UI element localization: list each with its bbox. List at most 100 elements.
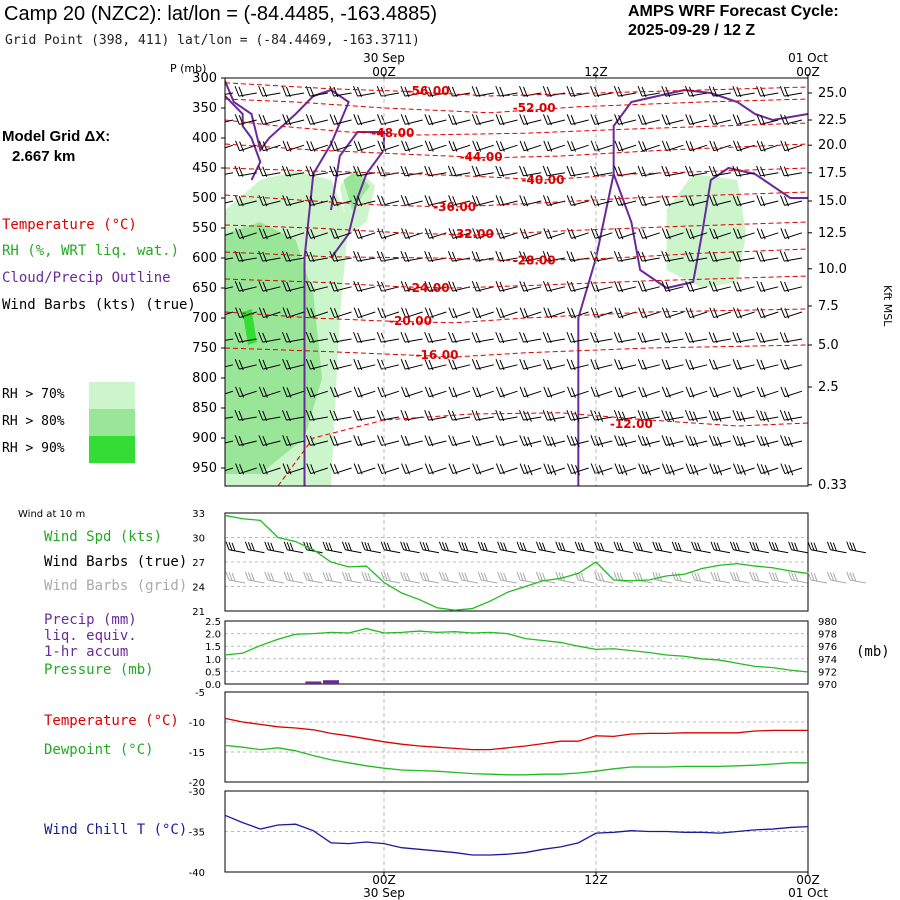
wind-barb-grid — [283, 571, 304, 584]
wind-barb-grid — [322, 571, 343, 584]
wind-barb — [519, 386, 542, 398]
wind-barb — [780, 228, 803, 240]
pressure-tick-label: 500 — [192, 191, 217, 206]
wind-barb — [661, 463, 684, 476]
precip-label: Precip (mm) — [44, 612, 137, 628]
wind-barb — [519, 358, 542, 371]
wind-barb — [685, 307, 708, 319]
temperature-contour — [225, 344, 808, 358]
wind-barb — [225, 440, 234, 444]
wind-barb-grid — [594, 571, 614, 584]
wind-barb — [472, 228, 494, 240]
wind-barb — [637, 165, 660, 177]
wind-barb — [708, 114, 731, 126]
wind-barb — [329, 409, 352, 422]
wind-barb — [471, 114, 494, 126]
wind-barb — [472, 140, 494, 152]
wind-barb-grid — [807, 571, 828, 584]
wind-barb — [708, 165, 731, 177]
top-tick-00z: 00Z — [372, 65, 396, 79]
wind-barb — [780, 358, 803, 371]
wind-barb — [614, 195, 637, 207]
pressure-tick-label: 972 — [818, 667, 837, 678]
wind-barb — [448, 435, 471, 447]
wind-barb — [637, 114, 660, 126]
wind-barb — [225, 172, 234, 175]
wind-barb — [472, 463, 494, 475]
contour-label: -12.00 — [610, 417, 653, 431]
wind-barb — [305, 409, 328, 422]
wind-barb — [376, 250, 400, 263]
precip-tick-label: 1.5 — [205, 642, 221, 653]
wind-barb — [709, 463, 732, 476]
wind-barb — [614, 228, 637, 240]
wind-barb — [424, 331, 447, 344]
wind-barb — [306, 307, 328, 319]
wind-barb — [519, 307, 542, 319]
legend-wind: Wind Barbs (kts) (true) — [2, 297, 196, 313]
wind-barb-grid — [244, 571, 265, 584]
wind-barb-grid — [303, 571, 323, 584]
wind-barb — [424, 358, 447, 371]
top-date-30sep: 30 Sep — [363, 51, 405, 65]
wind-barb — [566, 85, 589, 98]
wind-barb — [780, 195, 803, 207]
wind-barb — [471, 331, 494, 344]
wind-barb — [424, 435, 447, 447]
pressure-tick-label: 550 — [192, 221, 217, 236]
wind-barb — [282, 114, 305, 126]
height-tick-label: 5.0 — [818, 338, 839, 353]
temperature-contour — [225, 275, 808, 289]
top-tick-00z-b: 00Z — [796, 65, 820, 79]
contour-label: -16.00 — [416, 348, 459, 362]
wind-barb — [733, 140, 755, 152]
pressure-tick-label: 600 — [192, 251, 217, 266]
wind-barb — [281, 409, 305, 422]
rh-scale-row: RH > 70% — [0, 382, 140, 409]
wind-barb — [306, 463, 328, 475]
wind-barb — [542, 195, 566, 207]
wind-barb — [638, 140, 660, 152]
temperature-contour — [225, 143, 808, 159]
wind-barb — [637, 250, 660, 263]
wind-barb — [353, 280, 376, 293]
wind-barb — [519, 140, 542, 152]
cross-section-frame — [224, 77, 809, 487]
wind-barb — [225, 257, 234, 260]
wind-barb — [471, 358, 494, 371]
wind-barb — [779, 409, 803, 422]
wind-barb — [282, 463, 305, 475]
wind-barb — [258, 386, 281, 398]
wind-barb — [684, 331, 708, 344]
pressure-tick-label: 900 — [192, 431, 217, 446]
wind-barb — [377, 358, 400, 371]
wind-barb — [708, 358, 731, 371]
wind-barb — [780, 280, 803, 293]
wind-barb — [519, 331, 542, 344]
wind-barb — [329, 386, 352, 398]
wind-barb — [661, 386, 684, 398]
wind-barb — [472, 386, 494, 398]
wind-barb — [281, 85, 305, 98]
wind-barb — [234, 435, 257, 447]
wind-barb — [543, 463, 566, 476]
wind-tick-label: 30 — [192, 534, 205, 545]
wind-barb — [282, 435, 305, 447]
wind-barb — [542, 435, 566, 448]
wind-barb — [756, 140, 779, 152]
wind-barb-true — [691, 541, 711, 554]
wind-barb — [234, 331, 257, 344]
wind-barb — [329, 331, 352, 344]
wind-barb-true — [594, 541, 614, 554]
wind-barb — [543, 140, 566, 152]
header: Camp 20 (NZC2): lat/lon = (-84.4485, -16… — [0, 0, 900, 60]
barbs-true-label: Wind Barbs (true) — [44, 554, 188, 570]
wind-barb-grid — [341, 571, 362, 584]
wind-barb — [708, 409, 731, 422]
wind-barb — [495, 140, 518, 152]
wind-barb — [235, 228, 257, 240]
page-title: Camp 20 (NZC2): lat/lon = (-84.4485, -16… — [4, 3, 437, 25]
wind-barb — [471, 165, 494, 177]
wind-barb-true — [322, 541, 343, 554]
wind-barb — [225, 232, 234, 236]
